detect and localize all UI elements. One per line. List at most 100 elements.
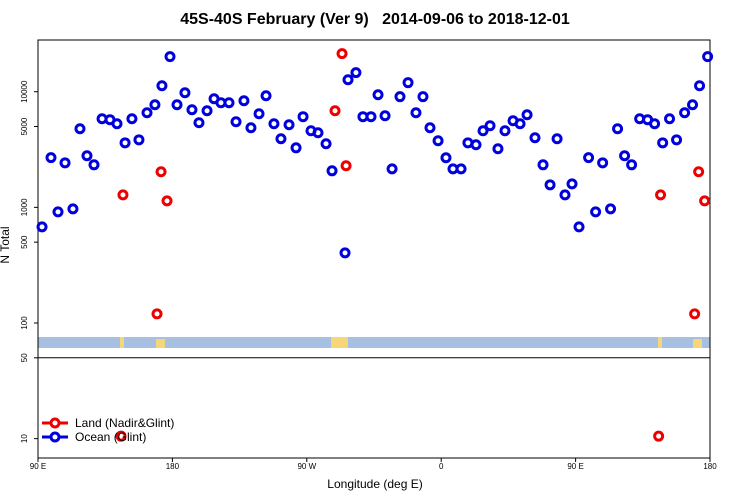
point — [111, 118, 123, 130]
point — [440, 152, 452, 164]
point — [514, 118, 526, 130]
point — [156, 80, 168, 92]
point — [653, 430, 665, 442]
point — [484, 120, 496, 132]
point — [151, 308, 163, 320]
point — [88, 159, 100, 171]
point — [583, 152, 595, 164]
point — [590, 206, 602, 218]
x-tick-label: 180 — [166, 462, 180, 471]
point — [559, 189, 571, 201]
point — [115, 430, 127, 442]
point — [649, 118, 661, 130]
point — [664, 113, 676, 125]
point — [329, 105, 341, 117]
x-tick-label: 0 — [439, 462, 444, 471]
point — [551, 133, 563, 145]
point — [201, 105, 213, 117]
point — [149, 99, 161, 111]
point — [687, 99, 699, 111]
point — [521, 109, 533, 121]
point — [529, 132, 541, 144]
point — [499, 125, 511, 137]
point — [432, 135, 444, 147]
x-tick-label: 90 W — [297, 462, 316, 471]
point — [268, 118, 280, 130]
y-axis-label: N Total — [0, 226, 12, 263]
point — [238, 95, 250, 107]
point — [275, 133, 287, 145]
point — [597, 157, 609, 169]
point — [171, 99, 183, 111]
point — [336, 48, 348, 60]
point — [693, 166, 705, 178]
point — [52, 206, 64, 218]
point — [155, 166, 167, 178]
point — [342, 74, 354, 86]
point — [657, 137, 669, 149]
point — [694, 80, 706, 92]
point — [74, 123, 86, 135]
point — [340, 160, 352, 172]
point — [350, 67, 362, 79]
point — [126, 113, 138, 125]
point — [612, 123, 624, 135]
x-tick-label: 90 E — [567, 462, 583, 471]
point — [424, 122, 436, 134]
point — [290, 142, 302, 154]
point — [245, 122, 257, 134]
point — [133, 134, 145, 146]
point — [117, 189, 129, 201]
point — [671, 134, 683, 146]
x-tick-label: 90 E — [30, 462, 46, 471]
x-tick-label: 180 — [703, 462, 717, 471]
map-strip — [38, 337, 710, 348]
point — [161, 195, 173, 207]
point — [544, 179, 556, 191]
point — [492, 143, 504, 155]
point — [477, 125, 489, 137]
legend-marker — [49, 417, 61, 429]
point — [655, 189, 667, 201]
point — [605, 203, 617, 215]
y-tick-label: 10 — [20, 434, 29, 443]
point — [67, 203, 79, 215]
point — [81, 150, 93, 162]
y-tick-label: 500 — [20, 235, 29, 249]
point — [417, 91, 429, 103]
point — [402, 77, 414, 89]
point — [193, 117, 205, 129]
point — [394, 91, 406, 103]
point — [141, 107, 153, 119]
point — [365, 111, 377, 123]
point — [45, 152, 57, 164]
point — [230, 116, 242, 128]
point — [297, 111, 309, 123]
point — [410, 107, 422, 119]
point — [36, 221, 48, 233]
point — [379, 110, 391, 122]
point — [699, 195, 711, 207]
x-axis-label: Longitude (deg E) — [327, 477, 422, 491]
y-tick-label: 5000 — [20, 117, 29, 135]
point — [164, 51, 176, 63]
point — [326, 165, 338, 177]
point — [470, 139, 482, 151]
point — [573, 221, 585, 233]
point — [679, 107, 691, 119]
chart-title: 45S-40S February (Ver 9) 2014-09-06 to 2… — [180, 11, 570, 28]
point — [537, 159, 549, 171]
legend-marker — [49, 431, 61, 443]
point — [386, 163, 398, 175]
point — [566, 178, 578, 190]
plot-frame — [37, 39, 711, 459]
point — [320, 138, 332, 150]
point — [619, 150, 631, 162]
y-tick-label: 50 — [20, 353, 29, 362]
y-tick-label: 10000 — [20, 80, 29, 103]
point — [689, 308, 701, 320]
y-tick-label: 1000 — [20, 198, 29, 216]
legend-label: Land (Nadir&Glint) — [75, 416, 174, 430]
point — [179, 87, 191, 99]
